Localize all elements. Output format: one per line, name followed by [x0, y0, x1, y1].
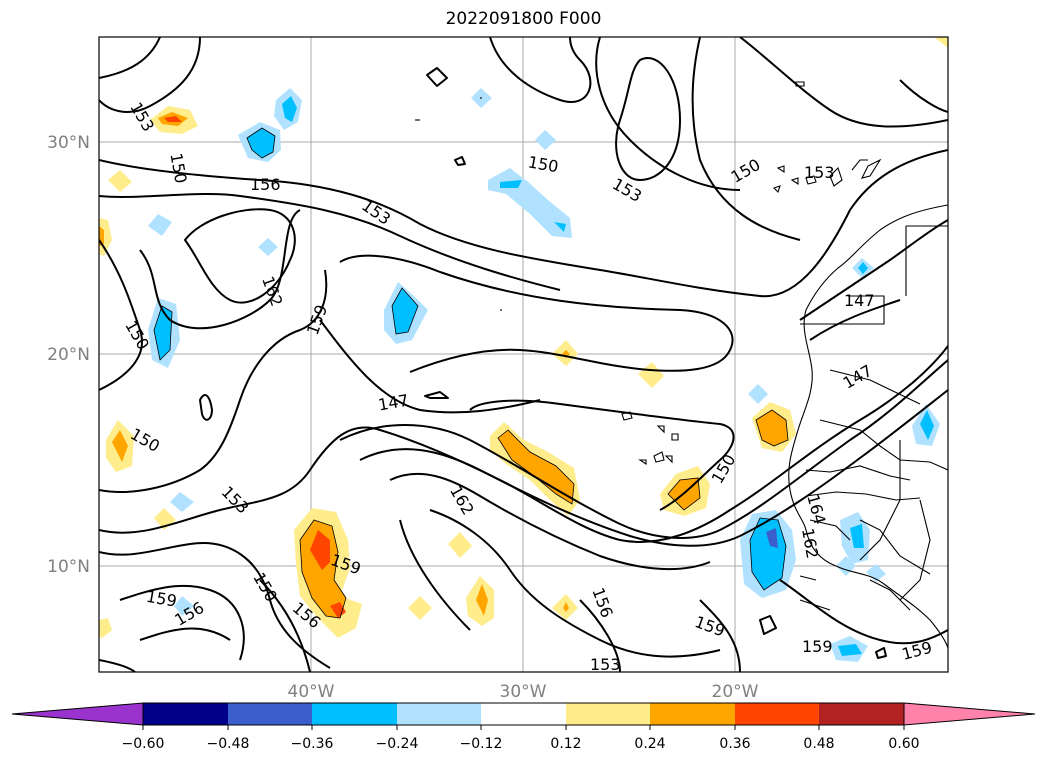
contour-lines [99, 37, 948, 672]
lon-tick-label: 20°W [712, 682, 759, 702]
contour-label: 159 [802, 637, 833, 656]
colorbar-segment [481, 703, 566, 725]
colorbar-tick-label: 0.24 [634, 736, 665, 752]
map-title: 2022091800 F000 [445, 9, 602, 29]
shading-outlines [153, 127, 789, 619]
colorbar-segment [143, 703, 228, 725]
shading-warm [99, 37, 948, 638]
lon-tick-label: 40°W [288, 682, 335, 702]
colorbar-segment [650, 703, 735, 725]
colorbar: −0.60 −0.48 −0.36 −0.24 −0.12 0.12 0.24 … [11, 702, 1036, 752]
colorbar-segment [566, 703, 650, 725]
colorbar-tick-label: 0.12 [550, 736, 581, 752]
colorbar-frame [142, 702, 905, 726]
lat-tick-label: 30°N [47, 133, 90, 153]
contour-label: 153 [590, 655, 621, 674]
colorbar-tick-label: −0.24 [376, 736, 419, 752]
colorbar-tick-label: 0.36 [719, 736, 750, 752]
colorbar-segment [312, 703, 397, 725]
colorbar-tick-label: 0.48 [803, 736, 834, 752]
coastlines [415, 81, 948, 649]
colorbar-tick-label: −0.60 [122, 736, 165, 752]
colorbar-tick-label: 0.60 [888, 736, 919, 752]
contour-label: 153 [804, 163, 835, 182]
colorbar-extend-high [903, 702, 1036, 726]
map-frame [98, 36, 949, 673]
colorbar-tick-label: −0.12 [460, 736, 503, 752]
colorbar-segment [228, 703, 312, 725]
lat-tick-label: 10°N [47, 557, 90, 577]
colorbar-segment [397, 703, 481, 725]
lon-tick-labels: 40°W 30°W 20°W [288, 682, 759, 702]
shading-blue [148, 88, 940, 662]
contour-label: 147 [844, 291, 875, 310]
contour-label: 156 [250, 175, 281, 194]
colorbar-extend-low [11, 702, 144, 726]
lon-tick-label: 30°W [500, 682, 547, 702]
lat-tick-label: 20°N [47, 345, 90, 365]
colorbar-tick-labels: −0.60 −0.48 −0.36 −0.24 −0.12 0.12 0.24 … [122, 736, 920, 752]
colorbar-segment [735, 703, 819, 725]
lat-tick-labels: 30°N 20°N 10°N [47, 133, 90, 577]
map-plot: 153 150 156 153 162 159 150 147 150 153 … [99, 37, 948, 674]
colorbar-tick-label: −0.36 [291, 736, 334, 752]
colorbar-segment [819, 703, 904, 725]
colorbar-tick-label: −0.48 [207, 736, 250, 752]
